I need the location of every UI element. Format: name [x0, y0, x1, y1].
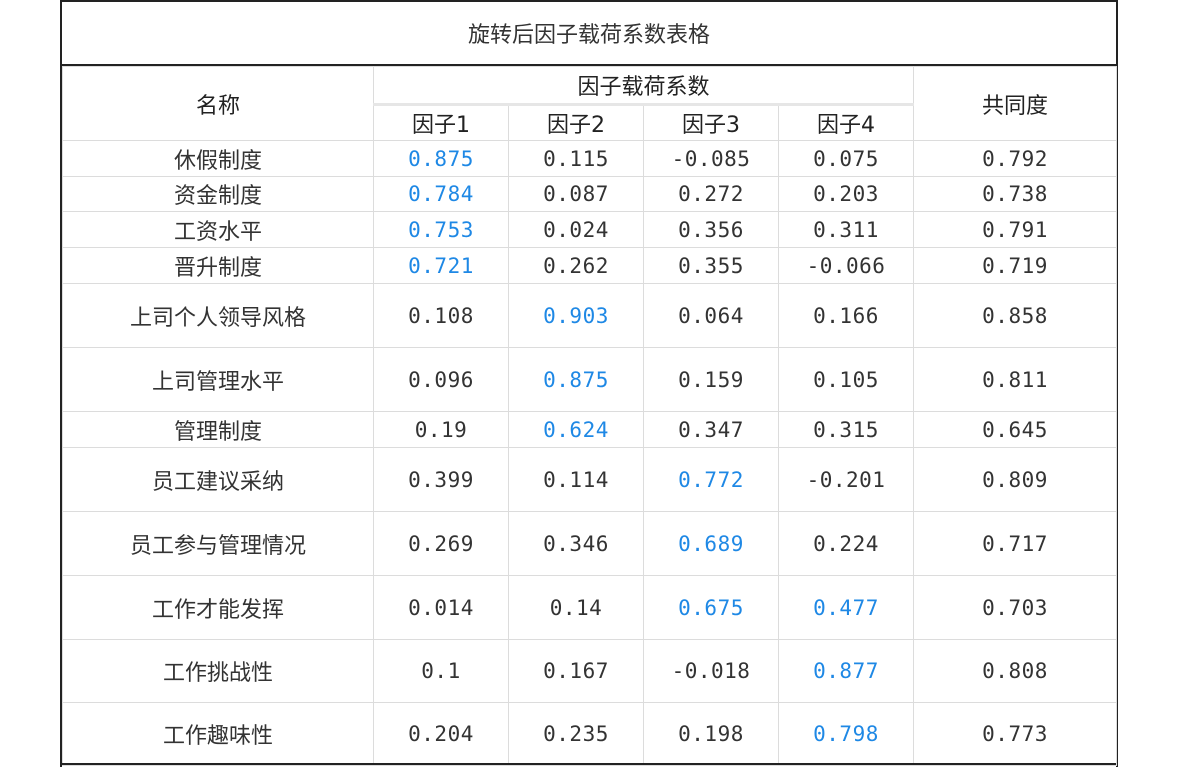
communality-value: 0.811 — [913, 347, 1118, 412]
factor-1-value: 0.204 — [373, 702, 509, 766]
factor-4-value: 0.075 — [777, 140, 915, 177]
table-row: 员工建议采纳 0.399 0.114 0.772 -0.201 0.809 — [62, 447, 1118, 512]
column-header-factor-3: 因子3 — [643, 103, 779, 141]
factor-2-value: 0.262 — [508, 247, 644, 284]
factor-3-value: 0.675 — [643, 575, 779, 640]
factor-4-value: 0.166 — [777, 283, 915, 348]
factor-1-value: 0.721 — [373, 247, 509, 284]
row-name: 工作趣味性 — [62, 702, 374, 766]
factor-2-value: 0.903 — [508, 283, 644, 348]
factor-1-value: 0.096 — [373, 347, 509, 412]
row-name: 员工参与管理情况 — [62, 511, 374, 576]
communality-value: 0.717 — [913, 511, 1118, 576]
factor-3-value: 0.355 — [643, 247, 779, 284]
column-header-factor-4: 因子4 — [777, 103, 915, 141]
table-row: 晋升制度 0.721 0.262 0.355 -0.066 0.719 — [62, 247, 1118, 284]
communality-value: 0.703 — [913, 575, 1118, 640]
factor-3-value: 0.159 — [643, 347, 779, 412]
table-row: 工作趣味性 0.204 0.235 0.198 0.798 0.773 — [62, 702, 1118, 766]
factor-3-value: 0.347 — [643, 411, 779, 448]
communality-value: 0.791 — [913, 211, 1118, 248]
row-name: 工作挑战性 — [62, 639, 374, 703]
factor-2-value: 0.087 — [508, 176, 644, 212]
communality-value: 0.858 — [913, 283, 1118, 348]
communality-value: 0.809 — [913, 447, 1118, 512]
factor-2-value: 0.167 — [508, 639, 644, 703]
table-row: 上司管理水平 0.096 0.875 0.159 0.105 0.811 — [62, 347, 1118, 412]
factor-3-value: -0.085 — [643, 140, 779, 177]
factor-1-value: 0.108 — [373, 283, 509, 348]
column-header-factor-2: 因子2 — [508, 103, 644, 141]
row-name: 工资水平 — [62, 211, 374, 248]
factor-2-value: 0.624 — [508, 411, 644, 448]
factor-4-value: 0.105 — [777, 347, 915, 412]
row-name: 工作才能发挥 — [62, 575, 374, 640]
factor-4-value: 0.224 — [777, 511, 915, 576]
factor-1-value: 0.784 — [373, 176, 509, 212]
factor-4-value: 0.798 — [777, 702, 915, 766]
row-name: 休假制度 — [62, 140, 374, 177]
table-row: 上司个人领导风格 0.108 0.903 0.064 0.166 0.858 — [62, 283, 1118, 348]
factor-3-value: -0.018 — [643, 639, 779, 703]
communality-value: 0.719 — [913, 247, 1118, 284]
factor-1-value: 0.399 — [373, 447, 509, 512]
row-name: 员工建议采纳 — [62, 447, 374, 512]
communality-value: 0.773 — [913, 702, 1118, 766]
factor-1-value: 0.1 — [373, 639, 509, 703]
factor-3-value: 0.772 — [643, 447, 779, 512]
table-bottom-rule — [62, 763, 1116, 765]
factor-3-value: 0.356 — [643, 211, 779, 248]
table-row: 员工参与管理情况 0.269 0.346 0.689 0.224 0.717 — [62, 511, 1118, 576]
factor-1-value: 0.753 — [373, 211, 509, 248]
factor-1-value: 0.269 — [373, 511, 509, 576]
factor-2-value: 0.115 — [508, 140, 644, 177]
column-header-factor-1: 因子1 — [373, 103, 509, 141]
factor-4-value: 0.315 — [777, 411, 915, 448]
factor-3-value: 0.689 — [643, 511, 779, 576]
communality-value: 0.738 — [913, 176, 1118, 212]
table-row: 工作挑战性 0.1 0.167 -0.018 0.877 0.808 — [62, 639, 1118, 703]
table-row: 工作才能发挥 0.014 0.14 0.675 0.477 0.703 — [62, 575, 1118, 640]
factor-4-value: -0.201 — [777, 447, 915, 512]
factor-2-value: 0.14 — [508, 575, 644, 640]
factor-4-value: -0.066 — [777, 247, 915, 284]
table-row: 休假制度 0.875 0.115 -0.085 0.075 0.792 — [62, 140, 1118, 177]
communality-value: 0.808 — [913, 639, 1118, 703]
factor-1-value: 0.014 — [373, 575, 509, 640]
communality-value: 0.792 — [913, 140, 1118, 177]
factor-4-value: 0.477 — [777, 575, 915, 640]
row-name: 资金制度 — [62, 176, 374, 212]
factor-4-value: 0.877 — [777, 639, 915, 703]
factor-4-value: 0.311 — [777, 211, 915, 248]
row-name: 上司管理水平 — [62, 347, 374, 412]
column-group-header: 因子载荷系数 — [372, 66, 915, 106]
factor-3-value: 0.198 — [643, 702, 779, 766]
column-header-communality: 共同度 — [913, 66, 1118, 141]
factor-2-value: 0.875 — [508, 347, 644, 412]
factor-4-value: 0.203 — [777, 176, 915, 212]
communality-value: 0.645 — [913, 411, 1118, 448]
column-header-name: 名称 — [62, 66, 374, 141]
factor-3-value: 0.272 — [643, 176, 779, 212]
factor-1-value: 0.875 — [373, 140, 509, 177]
row-name: 晋升制度 — [62, 247, 374, 284]
factor-1-value: 0.19 — [373, 411, 509, 448]
factor-2-value: 0.114 — [508, 447, 644, 512]
table-title: 旋转后因子载荷系数表格 — [62, 0, 1116, 66]
table-frame: 旋转后因子载荷系数表格 名称 因子载荷系数 共同度 因子1 因子2 因子3 因子… — [60, 0, 1118, 767]
factor-2-value: 0.235 — [508, 702, 644, 766]
factor-loading-table: 名称 因子载荷系数 共同度 因子1 因子2 因子3 因子4 休假制度 0.875… — [62, 66, 1118, 766]
factor-3-value: 0.064 — [643, 283, 779, 348]
row-name: 上司个人领导风格 — [62, 283, 374, 348]
factor-2-value: 0.024 — [508, 211, 644, 248]
table-row: 管理制度 0.19 0.624 0.347 0.315 0.645 — [62, 411, 1118, 448]
table-row: 资金制度 0.784 0.087 0.272 0.203 0.738 — [62, 176, 1118, 212]
factor-2-value: 0.346 — [508, 511, 644, 576]
table-row: 工资水平 0.753 0.024 0.356 0.311 0.791 — [62, 211, 1118, 248]
row-name: 管理制度 — [62, 411, 374, 448]
